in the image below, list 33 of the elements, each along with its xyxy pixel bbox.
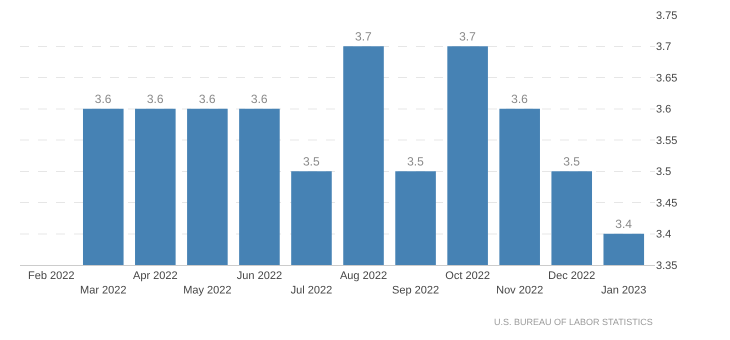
x-tick-label: May 2022 <box>183 284 232 296</box>
y-tick-label: 3.5 <box>656 166 672 178</box>
y-tick-label: 3.4 <box>656 228 672 241</box>
x-tick-label: Aug 2022 <box>340 270 388 282</box>
data-label: 3.6 <box>511 92 528 106</box>
data-label: 3.6 <box>250 92 268 106</box>
y-tick-label: 3.75 <box>656 10 678 22</box>
x-tick-label: Jul 2022 <box>290 284 332 296</box>
x-tick-label: Jan 2023 <box>601 284 646 296</box>
data-label: 3.7 <box>355 29 372 44</box>
text: U.S. BUREAU OF LABOR STATISTICS <box>494 317 653 327</box>
data-label: 3.4 <box>615 216 632 231</box>
x-tick-label: Feb 2022 <box>28 270 74 282</box>
y-tick-label: 3.55 <box>656 134 678 147</box>
x-tick-label: Jun 2022 <box>236 270 282 282</box>
y-tick-label: 3.7 <box>656 41 672 54</box>
y-tick-label: 3.65 <box>656 72 678 84</box>
x-tick-label: Sep 2022 <box>392 284 440 296</box>
x-tick-label: Apr 2022 <box>133 270 178 282</box>
x-tick-label: Dec 2022 <box>548 270 596 282</box>
data-label: 3.7 <box>459 29 476 44</box>
x-tick-label: Mar 2022 <box>80 284 127 296</box>
data-label: 3.6 <box>94 92 112 106</box>
x-tick-label: Oct 2022 <box>445 270 490 282</box>
data-label: 3.6 <box>198 92 216 106</box>
data-label: 3.5 <box>563 154 580 168</box>
data-label: 3.5 <box>407 154 424 168</box>
y-tick-label: 3.6 <box>656 104 672 116</box>
data-label: 3.6 <box>146 92 164 106</box>
y-tick-label: 3.45 <box>656 197 678 210</box>
data-label: 3.5 <box>302 154 320 168</box>
x-tick-label: Nov 2022 <box>496 284 544 296</box>
y-tick-label: 3.35 <box>656 260 678 272</box>
